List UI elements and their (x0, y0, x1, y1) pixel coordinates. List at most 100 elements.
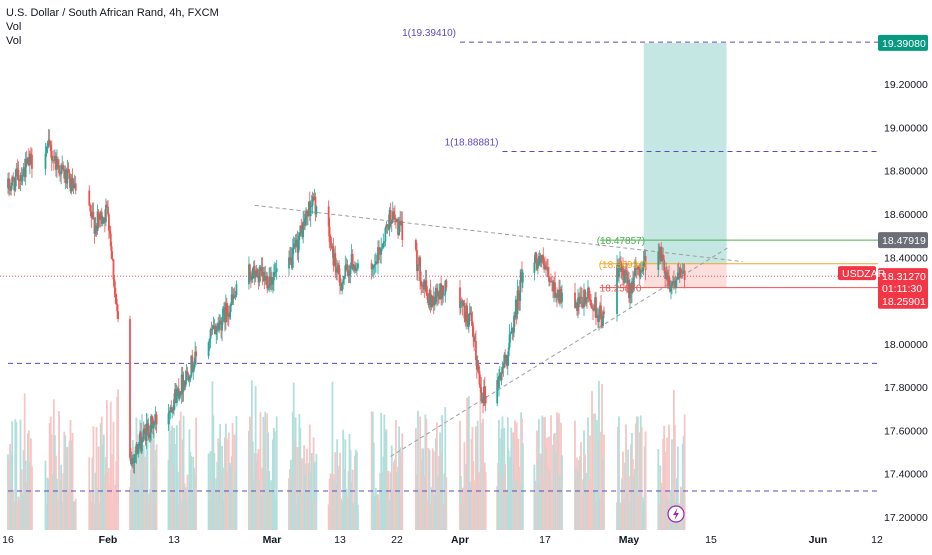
volume-bar (383, 414, 386, 530)
volume-bar (617, 426, 619, 530)
volume-bar (26, 433, 29, 530)
volume-bar (147, 501, 150, 530)
volume-bar (315, 453, 318, 530)
volume-bar (142, 445, 145, 530)
candle-body (619, 261, 621, 264)
volume-bar (663, 425, 666, 530)
volume-bar (140, 449, 142, 530)
volume-bar (74, 498, 77, 530)
volume-bar (314, 500, 317, 530)
volume-bar (69, 420, 72, 530)
candle-body (509, 333, 512, 335)
candle-body (179, 391, 182, 395)
volume-bar (521, 442, 524, 530)
candle-body (7, 178, 9, 189)
volume-bar (311, 497, 314, 530)
candle-body (137, 446, 140, 454)
lightning-bolt-icon[interactable] (667, 505, 685, 523)
candle-body (391, 211, 394, 223)
volume-bar (269, 493, 271, 530)
volume-bar (350, 481, 353, 530)
candle-body (190, 355, 193, 377)
symbol-title[interactable]: U.S. Dollar / South African Rand, 4h, FX… (6, 7, 219, 19)
volume-bar (8, 459, 10, 530)
candle-body (470, 312, 473, 322)
candle-body (665, 272, 667, 279)
candle-body (223, 307, 225, 309)
candle-body (428, 290, 431, 306)
candle-body (426, 293, 429, 300)
candle-body (600, 305, 602, 320)
candle-body (341, 283, 344, 291)
volume-bar (186, 474, 189, 530)
candle-body (181, 374, 184, 392)
candle-body (231, 294, 234, 300)
candle-body (669, 285, 671, 292)
volume-bar (226, 472, 229, 530)
candle-body (314, 196, 317, 215)
candle-body (438, 291, 440, 300)
candle-body (595, 297, 597, 318)
volume-bar (249, 424, 252, 530)
volume-bar (436, 422, 438, 530)
candle-body (113, 279, 116, 288)
candle-body (327, 206, 330, 227)
candle-body (191, 355, 194, 372)
candle-body (151, 416, 153, 419)
candle-body (92, 211, 95, 219)
volume-bar (396, 472, 398, 530)
candle-body (31, 154, 33, 169)
candle-body (385, 224, 388, 228)
candle-body (167, 413, 170, 425)
candle-body (261, 267, 264, 277)
volume-bar (439, 432, 441, 530)
volume-bar (501, 416, 504, 530)
candle-body (193, 363, 196, 370)
position-labels: (18.47857) (18.36934) 18.25870 (597, 236, 647, 294)
volume-bar (16, 502, 19, 530)
candle-body (588, 287, 590, 299)
volume-bar (94, 472, 97, 530)
candle-body (213, 325, 216, 327)
volume-bar (438, 456, 440, 530)
candle-body (637, 265, 640, 270)
candle-body (88, 190, 91, 206)
volume-indicator-label-2[interactable]: Vol (6, 35, 22, 47)
candle-body (543, 264, 546, 266)
volume-bar (299, 428, 302, 530)
volume-bar (332, 473, 335, 530)
volume-bar (289, 469, 291, 530)
candle-body (21, 174, 24, 182)
candle-body (467, 314, 470, 327)
candle-body (424, 280, 427, 290)
volume-bar (351, 469, 354, 530)
candle-body (258, 267, 261, 283)
candle-body (64, 169, 67, 179)
volume-bar (544, 417, 546, 530)
volume-bar (291, 411, 294, 530)
volume-bar (53, 435, 56, 530)
candle-body (148, 435, 151, 438)
candle-body (289, 257, 292, 261)
volume-bar (148, 493, 151, 530)
volume-bar (306, 492, 309, 530)
volume-bar (257, 448, 260, 530)
volume-bar (630, 444, 632, 530)
candle-body (95, 225, 98, 231)
volume-bar (548, 436, 550, 530)
volume-bar (583, 430, 585, 530)
volume-bar (307, 463, 310, 530)
candle-body (392, 211, 395, 215)
time-axis[interactable]: 16 Feb 13 Mar 13 22 Apr 17 May 15 Jun 12 (0, 530, 932, 550)
volume-bar (423, 475, 426, 530)
candle-body (535, 252, 538, 263)
volume-indicator-label[interactable]: Vol (6, 21, 22, 33)
candle-body (550, 281, 552, 282)
candle-body (580, 296, 582, 298)
candle-body (263, 272, 266, 281)
candle-body (90, 211, 93, 218)
volume-bar (595, 501, 597, 530)
volume-bar (175, 489, 177, 530)
